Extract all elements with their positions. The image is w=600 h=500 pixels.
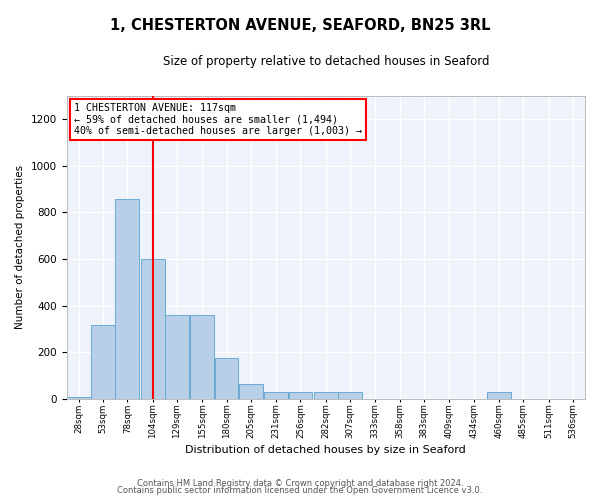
Bar — [140, 259, 164, 399]
Bar — [67, 396, 91, 399]
Text: 1 CHESTERTON AVENUE: 117sqm
← 59% of detached houses are smaller (1,494)
40% of : 1 CHESTERTON AVENUE: 117sqm ← 59% of det… — [74, 103, 362, 136]
Text: Contains public sector information licensed under the Open Government Licence v3: Contains public sector information licen… — [118, 486, 482, 495]
X-axis label: Distribution of detached houses by size in Seaford: Distribution of detached houses by size … — [185, 445, 466, 455]
Text: Contains HM Land Registry data © Crown copyright and database right 2024.: Contains HM Land Registry data © Crown c… — [137, 478, 463, 488]
Bar — [165, 315, 189, 399]
Text: 1, CHESTERTON AVENUE, SEAFORD, BN25 3RL: 1, CHESTERTON AVENUE, SEAFORD, BN25 3RL — [110, 18, 490, 32]
Bar — [215, 358, 238, 399]
Bar — [264, 392, 288, 399]
Bar — [190, 315, 214, 399]
Bar — [338, 392, 362, 399]
Y-axis label: Number of detached properties: Number of detached properties — [15, 165, 25, 330]
Bar — [314, 392, 338, 399]
Title: Size of property relative to detached houses in Seaford: Size of property relative to detached ho… — [163, 55, 489, 68]
Bar — [239, 384, 263, 399]
Bar — [487, 392, 511, 399]
Bar — [289, 392, 313, 399]
Bar — [115, 200, 139, 399]
Bar — [91, 326, 115, 399]
